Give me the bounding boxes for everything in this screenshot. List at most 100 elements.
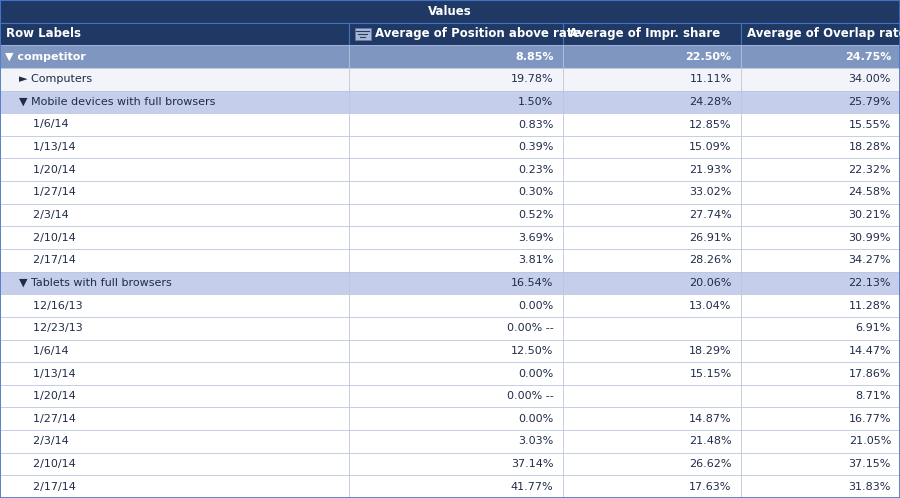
Text: 24.28%: 24.28% xyxy=(689,97,732,107)
Bar xyxy=(741,340,900,362)
Bar xyxy=(741,249,900,271)
Text: 1/20/14: 1/20/14 xyxy=(5,391,76,401)
Bar xyxy=(562,385,741,407)
Bar xyxy=(349,317,562,340)
Bar xyxy=(741,181,900,204)
Text: 1/27/14: 1/27/14 xyxy=(5,187,76,197)
Bar xyxy=(562,362,741,385)
Text: Average of Impr. share: Average of Impr. share xyxy=(569,27,720,40)
Bar xyxy=(562,45,741,68)
Bar xyxy=(562,340,741,362)
Bar xyxy=(0,136,349,158)
Text: 31.83%: 31.83% xyxy=(849,482,891,492)
Bar xyxy=(349,385,562,407)
Text: 34.27%: 34.27% xyxy=(849,255,891,265)
Bar xyxy=(562,158,741,181)
Text: 21.48%: 21.48% xyxy=(689,436,732,446)
Text: 12/23/13: 12/23/13 xyxy=(5,323,83,333)
Text: Values: Values xyxy=(428,5,472,18)
Bar xyxy=(349,91,562,113)
Text: 30.21%: 30.21% xyxy=(849,210,891,220)
Bar xyxy=(349,407,562,430)
Bar xyxy=(562,249,741,271)
Text: 17.63%: 17.63% xyxy=(689,482,732,492)
Text: 2/10/14: 2/10/14 xyxy=(5,459,76,469)
Text: 24.58%: 24.58% xyxy=(849,187,891,197)
Bar xyxy=(349,294,562,317)
Bar xyxy=(562,430,741,453)
Bar xyxy=(349,453,562,476)
Text: 21.93%: 21.93% xyxy=(689,165,732,175)
Bar xyxy=(0,362,349,385)
Text: 26.62%: 26.62% xyxy=(689,459,732,469)
Bar xyxy=(562,294,741,317)
Bar xyxy=(562,407,741,430)
Text: 3.81%: 3.81% xyxy=(518,255,554,265)
Bar xyxy=(349,430,562,453)
Bar xyxy=(349,476,562,498)
Bar xyxy=(349,22,562,45)
Bar xyxy=(0,181,349,204)
Bar xyxy=(741,158,900,181)
Bar xyxy=(0,45,349,68)
Bar xyxy=(349,204,562,227)
Bar xyxy=(0,430,349,453)
Bar xyxy=(741,430,900,453)
Text: 25.79%: 25.79% xyxy=(849,97,891,107)
Text: 17.86%: 17.86% xyxy=(849,369,891,378)
Text: 15.55%: 15.55% xyxy=(849,120,891,129)
Text: ▼ Tablets with full browsers: ▼ Tablets with full browsers xyxy=(5,278,172,288)
Text: 0.39%: 0.39% xyxy=(518,142,554,152)
Text: 0.00%: 0.00% xyxy=(518,301,554,311)
Text: 6.91%: 6.91% xyxy=(856,323,891,333)
Bar xyxy=(741,227,900,249)
Bar xyxy=(0,158,349,181)
Text: 0.00% --: 0.00% -- xyxy=(507,391,554,401)
Text: 14.47%: 14.47% xyxy=(849,346,891,356)
Bar xyxy=(355,28,371,40)
Bar xyxy=(562,227,741,249)
Text: 15.09%: 15.09% xyxy=(689,142,732,152)
Text: 27.74%: 27.74% xyxy=(689,210,732,220)
Text: 0.00%: 0.00% xyxy=(518,414,554,424)
Text: 37.15%: 37.15% xyxy=(849,459,891,469)
Text: 1/20/14: 1/20/14 xyxy=(5,165,76,175)
Bar xyxy=(349,249,562,271)
Text: 16.77%: 16.77% xyxy=(849,414,891,424)
Text: 0.30%: 0.30% xyxy=(518,187,554,197)
Text: 11.28%: 11.28% xyxy=(849,301,891,311)
Text: 18.29%: 18.29% xyxy=(689,346,732,356)
Bar xyxy=(349,271,562,294)
Text: 8.71%: 8.71% xyxy=(856,391,891,401)
Bar xyxy=(0,453,349,476)
Text: 0.00%: 0.00% xyxy=(518,369,554,378)
Text: 12.85%: 12.85% xyxy=(689,120,732,129)
Bar xyxy=(0,0,900,22)
Bar xyxy=(741,385,900,407)
Text: 1/27/14: 1/27/14 xyxy=(5,414,76,424)
Bar xyxy=(0,249,349,271)
Text: 8.85%: 8.85% xyxy=(515,52,554,62)
Text: 21.05%: 21.05% xyxy=(849,436,891,446)
Text: 20.06%: 20.06% xyxy=(689,278,732,288)
Bar xyxy=(741,113,900,136)
Bar xyxy=(0,294,349,317)
Text: 33.02%: 33.02% xyxy=(689,187,732,197)
Bar xyxy=(0,407,349,430)
Bar xyxy=(562,22,741,45)
Bar xyxy=(562,91,741,113)
Text: 34.00%: 34.00% xyxy=(849,74,891,84)
Bar xyxy=(562,453,741,476)
Text: ► Computers: ► Computers xyxy=(5,74,93,84)
Bar xyxy=(741,68,900,91)
Bar xyxy=(741,22,900,45)
Bar xyxy=(349,227,562,249)
Text: Average of Position above rate: Average of Position above rate xyxy=(375,27,580,40)
Bar xyxy=(0,476,349,498)
Bar xyxy=(0,227,349,249)
Bar xyxy=(741,271,900,294)
Text: 12/16/13: 12/16/13 xyxy=(5,301,83,311)
Bar xyxy=(741,317,900,340)
Bar xyxy=(0,204,349,227)
Bar xyxy=(0,22,349,45)
